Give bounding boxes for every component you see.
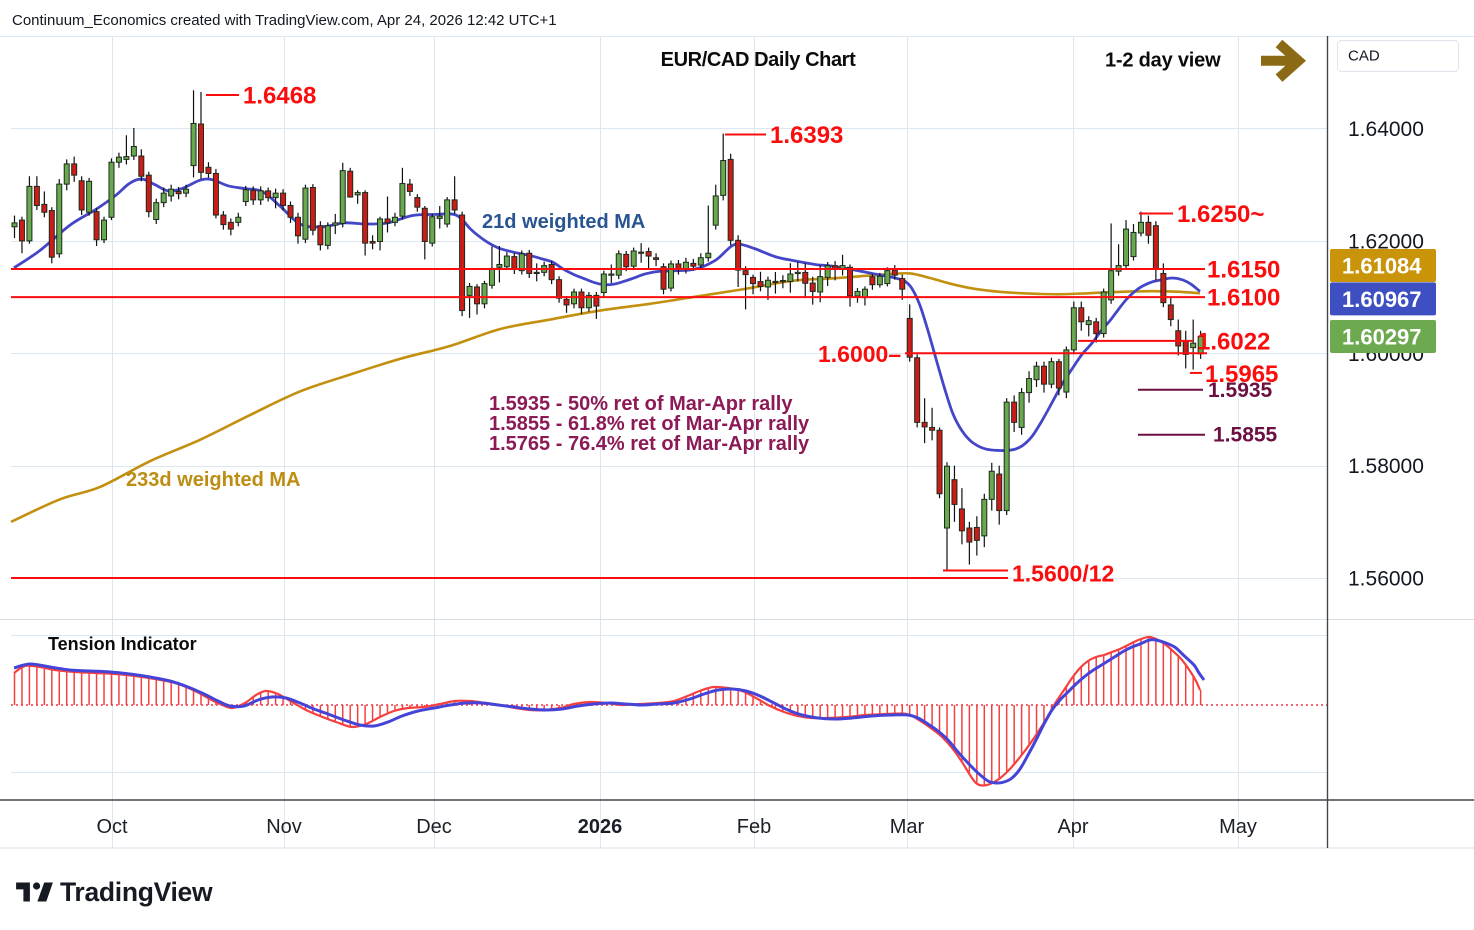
svg-text:233d weighted MA: 233d weighted MA — [126, 469, 300, 491]
svg-text:1.5600/12: 1.5600/12 — [1012, 560, 1114, 586]
svg-text:1.56000: 1.56000 — [1348, 568, 1424, 591]
svg-text:CAD: CAD — [1348, 48, 1380, 65]
svg-text:1.5935 - 50% ret of Mar-Apr ra: 1.5935 - 50% ret of Mar-Apr rally — [489, 393, 793, 415]
svg-text:1.6150: 1.6150 — [1207, 257, 1280, 284]
svg-text:1.5855 - 61.8% ret of Mar-Apr: 1.5855 - 61.8% ret of Mar-Apr rally — [489, 413, 810, 435]
svg-text:1.60967: 1.60967 — [1342, 287, 1422, 312]
svg-text:1.6250~: 1.6250~ — [1177, 201, 1264, 228]
svg-text:1.5965: 1.5965 — [1205, 361, 1278, 388]
svg-text:Apr: Apr — [1057, 816, 1088, 838]
svg-text:1.6000–: 1.6000– — [818, 341, 901, 367]
svg-text:1.62000: 1.62000 — [1348, 230, 1424, 253]
svg-text:1.5855: 1.5855 — [1213, 424, 1278, 447]
svg-text:Dec: Dec — [416, 816, 452, 838]
svg-text:1.60297: 1.60297 — [1342, 325, 1422, 350]
svg-text:Continuum_Economics created wi: Continuum_Economics created with Trading… — [12, 12, 557, 29]
svg-text:EUR/CAD Daily Chart: EUR/CAD Daily Chart — [661, 49, 856, 71]
svg-text:1.6393: 1.6393 — [770, 122, 843, 149]
svg-text:1.61084: 1.61084 — [1342, 254, 1422, 279]
svg-text:1.6022: 1.6022 — [1197, 329, 1270, 356]
svg-text:Nov: Nov — [266, 816, 302, 838]
svg-text:1-2 day view: 1-2 day view — [1105, 50, 1221, 72]
svg-text:TradingView: TradingView — [60, 877, 213, 907]
svg-text:Feb: Feb — [737, 816, 771, 838]
svg-text:Mar: Mar — [890, 816, 925, 838]
svg-text:1.64000: 1.64000 — [1348, 118, 1424, 141]
svg-text:1.5765 - 76.4% ret of Mar-Apr: 1.5765 - 76.4% ret of Mar-Apr rally — [489, 433, 810, 455]
svg-text:1.5935: 1.5935 — [1208, 379, 1273, 402]
svg-text:Oct: Oct — [96, 816, 128, 838]
svg-text:21d weighted MA: 21d weighted MA — [482, 211, 645, 233]
svg-text:2026: 2026 — [578, 816, 623, 838]
svg-text:1.6100: 1.6100 — [1207, 285, 1280, 312]
svg-text:Tension Indicator: Tension Indicator — [48, 634, 197, 654]
svg-text:1.6468: 1.6468 — [243, 83, 316, 110]
svg-text:1.58000: 1.58000 — [1348, 455, 1424, 478]
svg-text:May: May — [1219, 816, 1257, 838]
